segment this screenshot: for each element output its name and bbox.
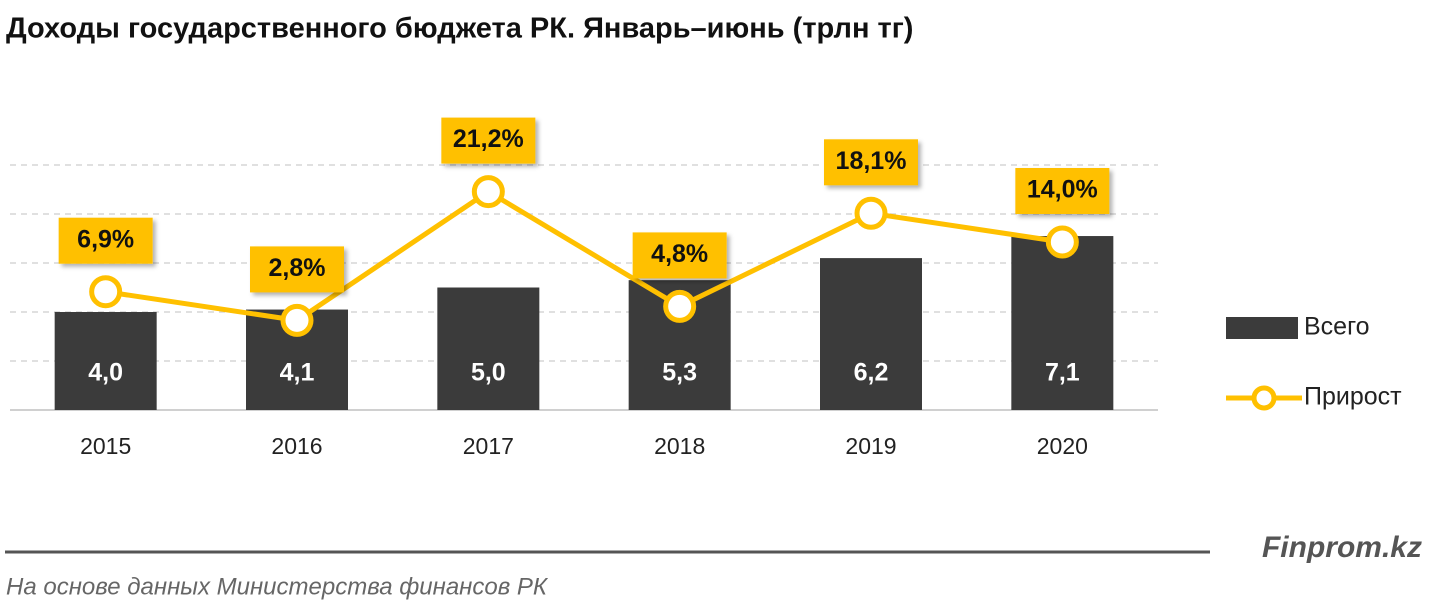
bar (820, 258, 922, 410)
line-value-label: 6,9% (77, 225, 134, 253)
legend-swatch (1226, 317, 1298, 339)
legend-label: Прирост (1304, 383, 1402, 411)
line-marker (663, 289, 697, 323)
source-note: На основе данных Министерства финансов Р… (6, 573, 549, 600)
line-value-label: 18,1% (836, 147, 907, 175)
bar (437, 287, 540, 410)
legend-label: Всего (1304, 313, 1370, 341)
line-marker (280, 303, 314, 337)
value-label-box (441, 117, 536, 164)
value-label-box (250, 246, 344, 293)
value-label-box (58, 217, 153, 264)
x-tick-label: 2019 (845, 433, 896, 459)
line-marker (471, 175, 505, 209)
line-marker (854, 196, 888, 230)
brand: Finprom.kz (1262, 531, 1422, 564)
line-marker (89, 275, 123, 309)
line-value-label: 2,8% (269, 254, 326, 282)
bar-value-label: 4,1 (280, 359, 315, 387)
bar-value-label: 6,2 (854, 359, 889, 387)
line-marker (1045, 225, 1079, 259)
line (105, 188, 1063, 324)
x-tick-label: 2017 (463, 433, 514, 459)
line-value-label: 4,8% (651, 240, 708, 268)
legend-swatch (1251, 385, 1277, 411)
x-tick-label: 2016 (271, 433, 322, 459)
x-tick-label: 2015 (80, 433, 131, 459)
chart-title: Доходы государственного бюджета РК. Янва… (6, 13, 913, 45)
line-value-label: 21,2% (453, 125, 524, 153)
bar-value-label: 5,3 (662, 359, 697, 387)
x-tick-label: 2020 (1037, 433, 1088, 459)
bar (1011, 236, 1114, 410)
bar-value-label: 5,0 (471, 359, 506, 387)
line-value-label: 14,0% (1027, 176, 1098, 204)
value-label-box (632, 232, 727, 279)
bar-value-label: 7,1 (1045, 359, 1080, 387)
value-label-box (824, 139, 918, 186)
bar (54, 312, 157, 410)
value-label-box (1015, 168, 1110, 214)
x-tick-label: 2018 (654, 433, 705, 459)
bar-value-label: 4,0 (88, 359, 123, 387)
